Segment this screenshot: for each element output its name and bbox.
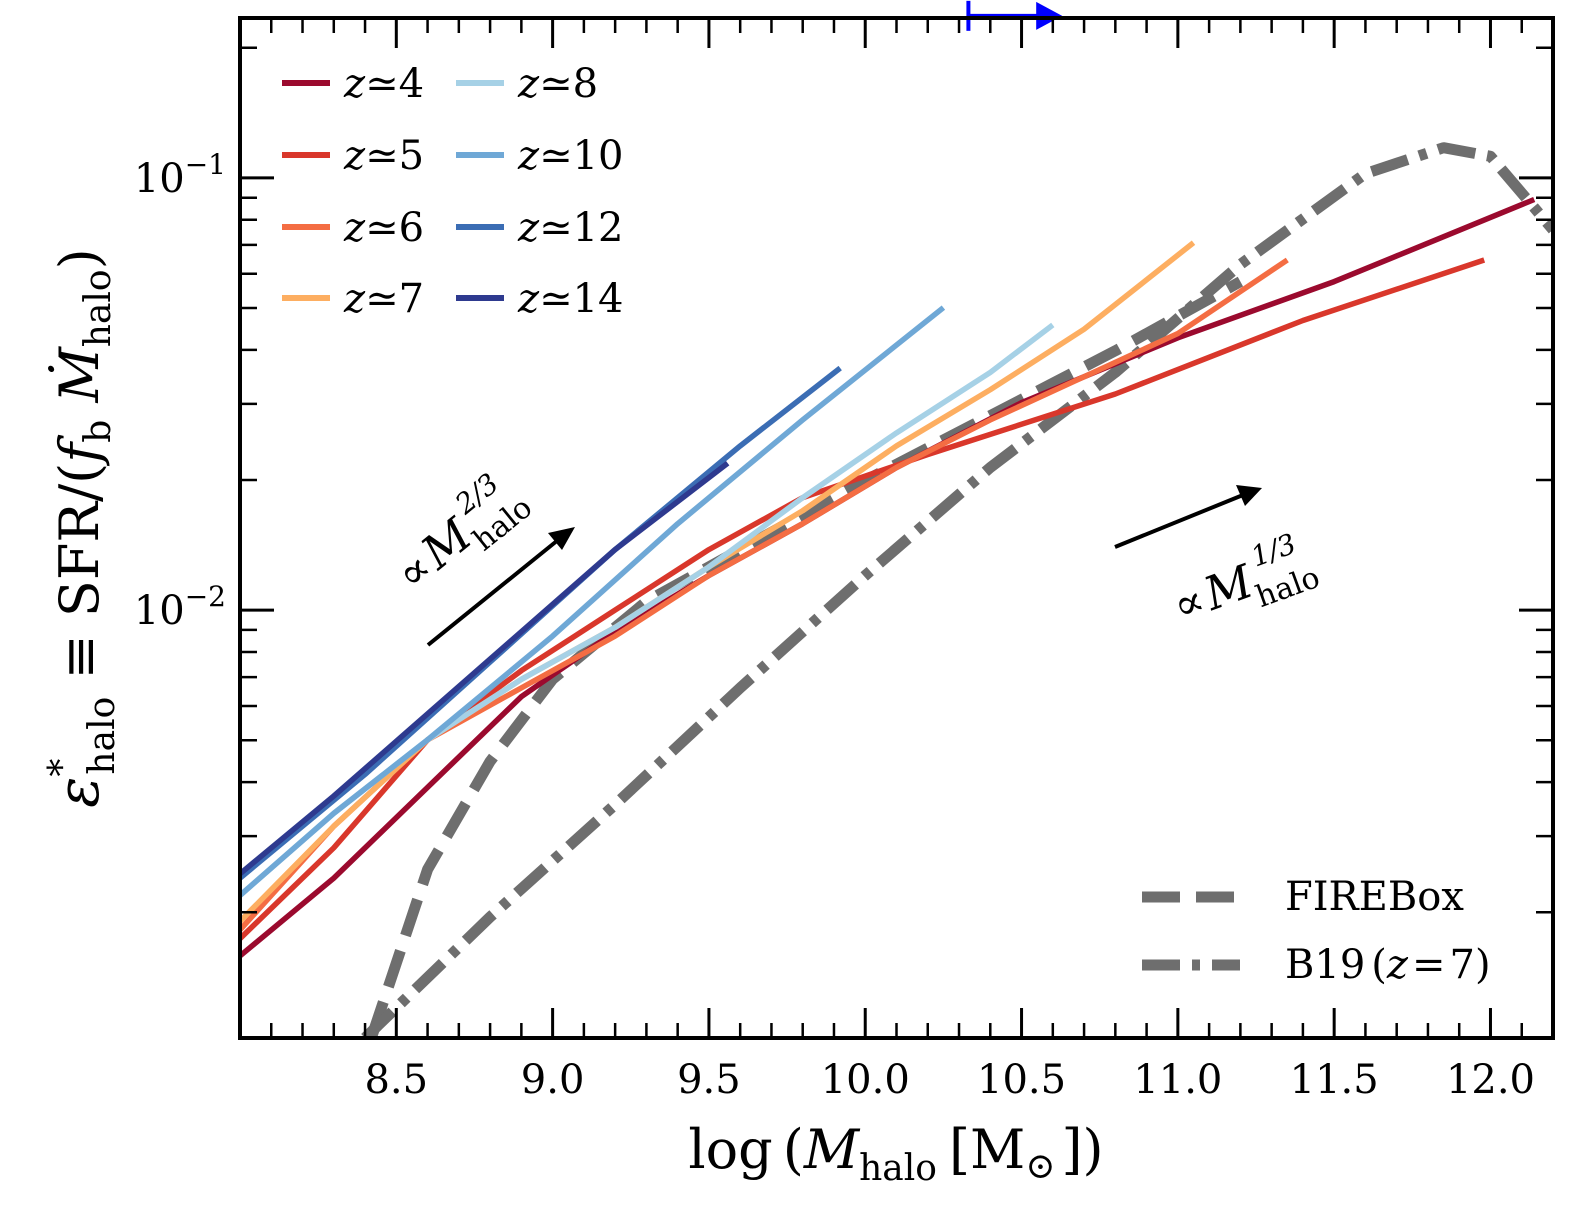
legend-entry-z7: z≃7 (282, 276, 424, 322)
series-line-z8 (240, 322, 1055, 898)
legend-entry-firebox: FIREBox (1142, 874, 1464, 920)
legend-entry-z4: z≃4 (282, 61, 424, 107)
x-tick-label: 10.5 (977, 1057, 1066, 1103)
slope-arrow-shaft (426, 538, 560, 647)
legend-reference: FIREBox B19 (z = 7) (1142, 874, 1491, 988)
limit-arrow-blue (966, 0, 1063, 31)
axis-ticks: 8.5 9.0 9.5 10.0 10.5 11.0 11.5 12.0 10−2 10−1 (134, 18, 1555, 1103)
x-tick-label: 10.0 (821, 1057, 910, 1103)
x-tick-label: 9.0 (521, 1057, 585, 1103)
y-tick-label: 10−1 (134, 148, 226, 202)
legend-label: z≃7 (343, 276, 424, 322)
legend-label-firebox: FIREBox (1285, 874, 1464, 920)
legend-redshift: z≃4 z≃5 z≃6 z≃7 z≃8 z≃10 z≃12 z≃14 (282, 61, 624, 322)
y-axis-title: ε*halo ≡ SFR/(fb Ṁhalo) (42, 248, 123, 807)
slope-arrow-head (1236, 485, 1262, 506)
legend-entry-z8: z≃8 (456, 61, 598, 107)
limit-arrow-head (1036, 1, 1063, 30)
legend-entry-z14: z≃14 (456, 276, 624, 322)
legend-entry-z6: z≃6 (282, 205, 424, 251)
x-axis-title: log (Mhalo [M⊙]) (688, 1118, 1103, 1189)
legend-label: z≃5 (343, 133, 424, 179)
data-lines (240, 0, 1553, 1038)
slope-arrow-shaft (1114, 493, 1244, 549)
plot-frame (238, 16, 1555, 1040)
series-line-z14 (240, 461, 730, 876)
slope-label-1-3: ∝Mhalo1/3 (1162, 523, 1324, 642)
x-tick-label: 11.5 (1290, 1057, 1379, 1103)
legend-label-b19: B19 (z = 7) (1285, 942, 1491, 988)
series-line-z5 (240, 257, 1486, 941)
reference-curve-b19 (361, 142, 1553, 1038)
legend-entry-z12: z≃12 (456, 205, 624, 251)
series-line-z10 (240, 305, 946, 898)
legend-label: z≃14 (517, 276, 624, 322)
legend-label: z≃10 (517, 133, 624, 179)
legend-label: z≃12 (517, 205, 624, 251)
legend-label: z≃6 (343, 205, 424, 251)
slope-arrow-head (548, 527, 575, 550)
slope-label-2-3: ∝Mhalo2/3 (379, 460, 539, 609)
legend-label: z≃4 (343, 61, 424, 107)
legend-label: z≃8 (517, 61, 598, 107)
legend-entry-z10: z≃10 (456, 133, 624, 179)
legend-entry-b19: B19 (z = 7) (1142, 942, 1491, 988)
x-tick-label: 9.5 (677, 1057, 741, 1103)
x-tick-label: 12.0 (1446, 1057, 1535, 1103)
clipped-lines (240, 142, 1553, 1038)
slope-annotation-2-3: ∝Mhalo2/3 (379, 460, 575, 647)
reference-curve-firebox (366, 276, 1244, 1038)
series-line-z7 (240, 240, 1196, 924)
legend-entry-z5: z≃5 (282, 133, 424, 179)
x-tick-label: 8.5 (364, 1057, 428, 1103)
x-tick-label: 11.0 (1133, 1057, 1222, 1103)
slope-annotation-1-3: ∝Mhalo1/3 (1114, 485, 1324, 642)
y-tick-label: 10−2 (134, 580, 226, 634)
